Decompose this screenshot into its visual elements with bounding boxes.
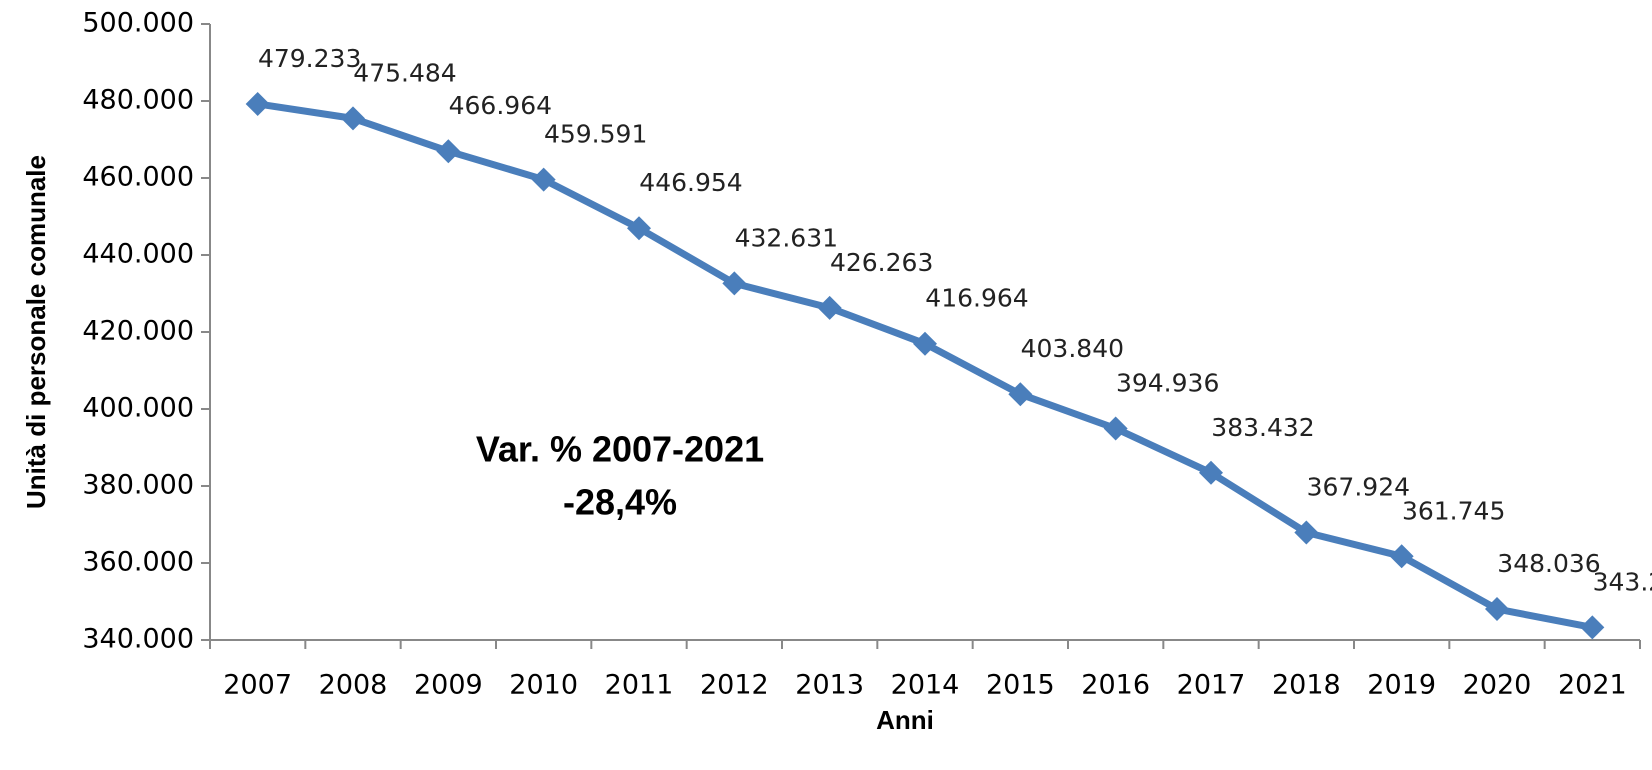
x-tick-label: 2015 bbox=[986, 670, 1055, 701]
data-label: 426.263 bbox=[830, 248, 933, 277]
data-label: 416.964 bbox=[925, 284, 1028, 313]
marker bbox=[722, 271, 747, 296]
marker bbox=[341, 106, 365, 131]
y-tick-label: 340.000 bbox=[82, 624, 194, 655]
marker bbox=[245, 91, 270, 116]
marker bbox=[1580, 615, 1605, 640]
x-tick-label: 2011 bbox=[605, 670, 674, 701]
marker bbox=[531, 167, 556, 192]
data-label: 475.484 bbox=[353, 58, 456, 87]
x-tick-label: 2008 bbox=[319, 670, 388, 701]
marker bbox=[1294, 520, 1319, 545]
y-tick-label: 440.000 bbox=[82, 239, 194, 270]
data-label: 459.591 bbox=[544, 120, 647, 149]
annotation: Var. % 2007-2021 bbox=[476, 429, 764, 470]
annotation: -28,4% bbox=[563, 482, 677, 523]
y-tick-label: 500.000 bbox=[82, 8, 194, 39]
marker bbox=[436, 139, 461, 164]
data-label: 394.936 bbox=[1116, 368, 1219, 397]
marker bbox=[1103, 416, 1128, 441]
x-tick-label: 2012 bbox=[700, 670, 769, 701]
marker bbox=[817, 295, 842, 320]
y-tick-label: 380.000 bbox=[82, 470, 194, 501]
x-axis-title: Anni bbox=[876, 705, 934, 735]
marker bbox=[627, 216, 651, 241]
line bbox=[257, 100, 1593, 631]
y-tick-label: 420.000 bbox=[82, 316, 194, 347]
marker bbox=[913, 331, 937, 356]
data-label: 361.745 bbox=[1402, 496, 1505, 525]
x-tick-label: 2014 bbox=[891, 670, 960, 701]
y-tick-label: 460.000 bbox=[82, 162, 194, 193]
data-label: 343.269 bbox=[1593, 567, 1652, 596]
x-tick-label: 2019 bbox=[1367, 670, 1436, 701]
x-tick-label: 2009 bbox=[414, 670, 483, 701]
x-tick-label: 2007 bbox=[223, 670, 292, 701]
y-tick-label: 360.000 bbox=[82, 547, 194, 578]
data-label: 403.840 bbox=[1021, 334, 1124, 363]
x-tick-label: 2020 bbox=[1463, 670, 1532, 701]
marker bbox=[1389, 544, 1414, 569]
y-axis-title: Unità di personale comunale bbox=[21, 155, 51, 509]
data-label: 432.631 bbox=[735, 223, 838, 252]
y-tick-label: 400.000 bbox=[82, 393, 194, 424]
data-label: 383.432 bbox=[1211, 413, 1314, 442]
data-label: 446.954 bbox=[639, 168, 742, 197]
x-tick-label: 2016 bbox=[1081, 670, 1150, 701]
x-tick-label: 2010 bbox=[509, 670, 578, 701]
y-tick-label: 480.000 bbox=[82, 85, 194, 116]
marker bbox=[1485, 597, 1509, 622]
x-tick-label: 2018 bbox=[1272, 670, 1341, 701]
x-tick-label: 2013 bbox=[795, 670, 864, 701]
marker bbox=[1199, 460, 1223, 485]
x-tick-label: 2017 bbox=[1177, 670, 1246, 701]
marker bbox=[1008, 382, 1033, 407]
x-tick-label: 2021 bbox=[1558, 670, 1627, 701]
data-label: 348.036 bbox=[1497, 549, 1600, 578]
data-label: 479.233 bbox=[258, 44, 361, 73]
data-label: 466.964 bbox=[449, 91, 552, 120]
data-label: 367.924 bbox=[1307, 472, 1410, 501]
